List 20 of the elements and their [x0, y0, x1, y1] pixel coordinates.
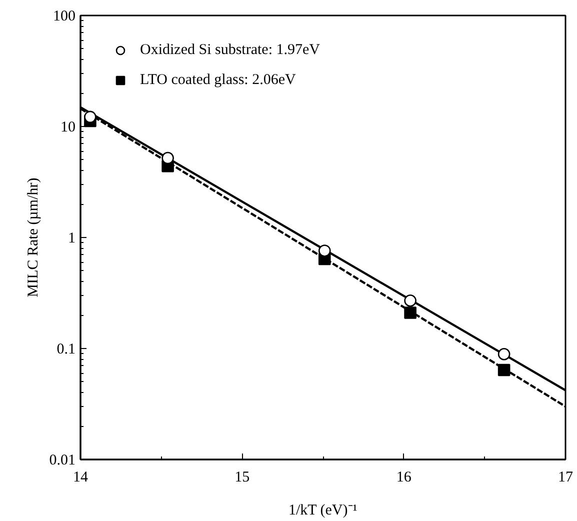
y-tick-label: 100 — [53, 8, 76, 24]
x-tick-label: 14 — [73, 470, 88, 486]
legend-label: LTO coated glass: 2.06eV — [140, 72, 296, 88]
point — [498, 364, 510, 376]
point — [404, 306, 416, 319]
y-tick-label: 0.1 — [56, 342, 76, 358]
x-tick-label: 15 — [234, 470, 250, 486]
point — [162, 152, 174, 164]
point — [84, 110, 96, 124]
x-axis-title: 1/kT (eV)⁻¹ — [288, 502, 358, 518]
legend-label: Oxidized Si substrate: 1.97eV — [140, 42, 320, 58]
point — [404, 294, 416, 307]
y-tick-label: 10 — [60, 120, 76, 136]
y-tick-label: 1 — [68, 230, 76, 246]
y-tick-label: 0.01 — [49, 452, 76, 468]
x-tick-label: 17 — [558, 470, 574, 486]
point — [498, 348, 510, 360]
point — [318, 244, 331, 257]
x-tick-label: 16 — [396, 470, 412, 486]
y-axis-title: MILC Rate (µm/hr) — [25, 178, 42, 298]
